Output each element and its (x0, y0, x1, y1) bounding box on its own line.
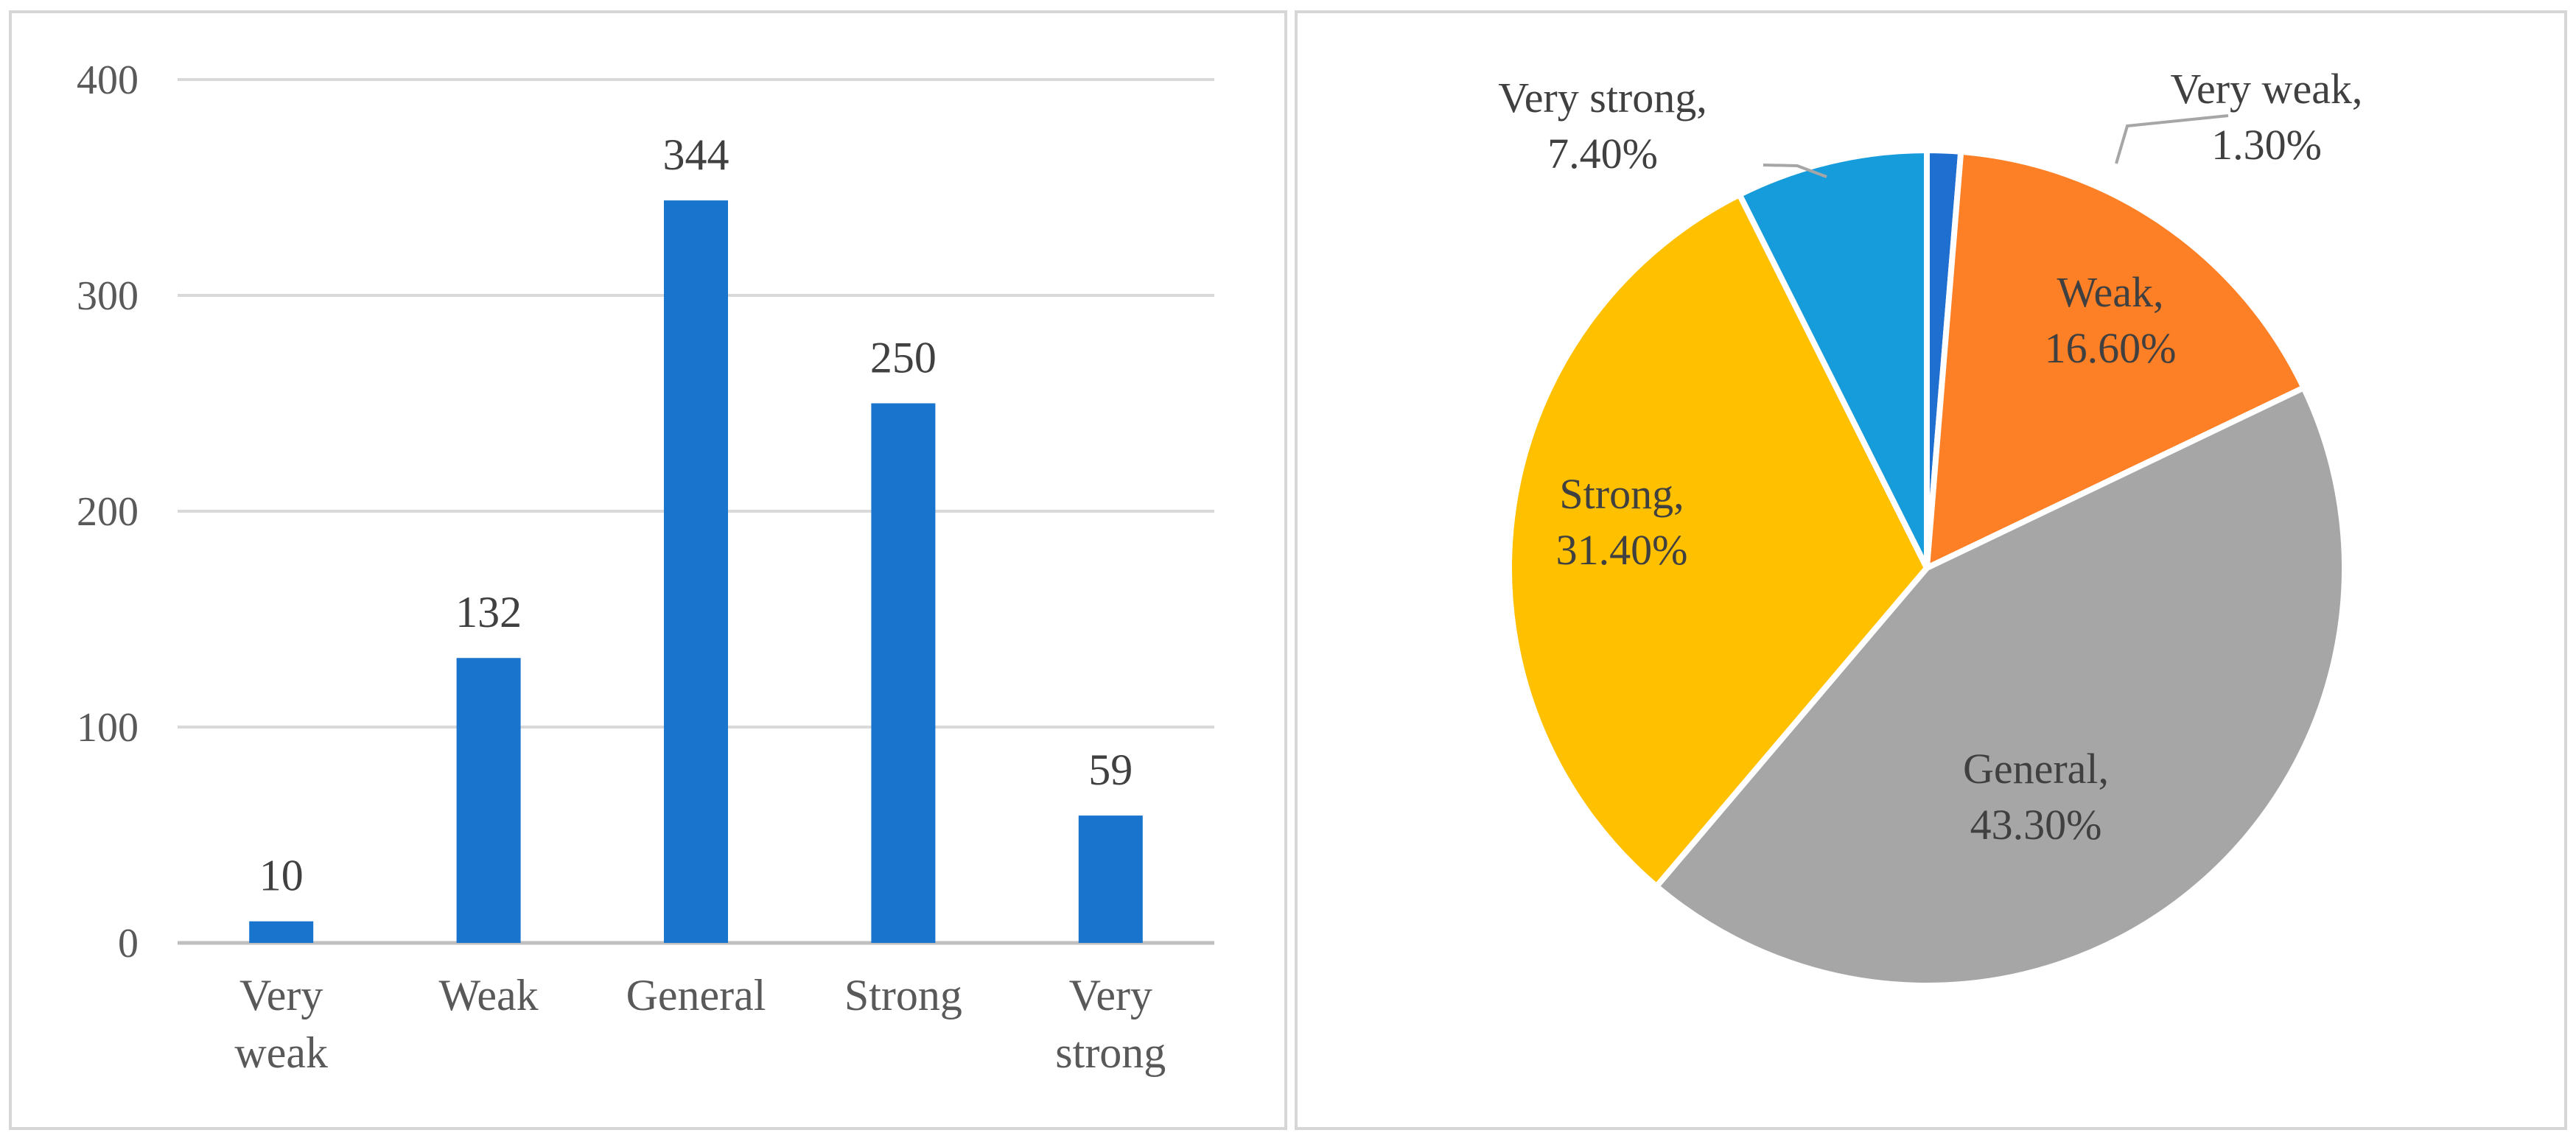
bar (456, 658, 521, 943)
data-label: 132 (455, 588, 522, 636)
category-label: General (626, 971, 766, 1020)
data-label: 10 (259, 852, 304, 900)
category-label: strong (1055, 1028, 1166, 1077)
y-tick-label: 400 (77, 57, 139, 103)
slice-percent-label: 16.60% (2045, 324, 2177, 372)
category-label: weak (234, 1028, 328, 1077)
slice-percent-label: 1.30% (2211, 121, 2322, 169)
pie-chart-panel: Very weak, 1.30% Weak, 16.60% General, 43.30%… (1295, 10, 2567, 1130)
category-label: Very (239, 971, 323, 1020)
bar (249, 921, 314, 943)
bar (664, 200, 728, 943)
slice-percent-label: 31.40% (1556, 526, 1688, 574)
pie-slice (1924, 148, 2307, 571)
slice-percent-label: 7.40% (1547, 130, 1658, 178)
bar (871, 403, 936, 943)
bar-chart-panel: 0 100 200 300 400 10 Very weak 132 Weak 344 General… (9, 10, 1287, 1130)
pie-slice (1736, 147, 1930, 571)
slice-label: Weak, (2057, 268, 2163, 316)
category-label: Very (1069, 971, 1152, 1020)
pie-slice (1506, 192, 1930, 890)
slice-percent-label: 43.30% (1970, 801, 2102, 849)
y-tick-label: 300 (77, 273, 139, 319)
data-label: 59 (1088, 745, 1133, 794)
bar (1078, 815, 1143, 943)
leader-line (2115, 114, 2229, 164)
data-label: 250 (870, 334, 937, 382)
category-label: Strong (844, 971, 962, 1020)
slice-label: Very weak, (2171, 65, 2363, 113)
data-label: 344 (663, 130, 729, 179)
y-tick-label: 200 (77, 489, 139, 535)
slice-label: Strong, (1559, 470, 1684, 518)
y-tick-label: 0 (118, 921, 139, 966)
y-tick-label: 100 (77, 705, 139, 751)
category-label: Weak (439, 971, 539, 1020)
leader-line (1763, 164, 1827, 178)
pie-chart: Very weak, 1.30% Weak, 16.60% General, 43.30%… (1498, 65, 2363, 989)
slice-label: Very strong, (1498, 74, 1707, 122)
slice-label: General, (1963, 745, 2109, 793)
pie-slice (1653, 385, 2348, 989)
bar-chart: 0 100 200 300 400 10 Very weak 132 Weak 344 General… (77, 57, 1214, 1077)
